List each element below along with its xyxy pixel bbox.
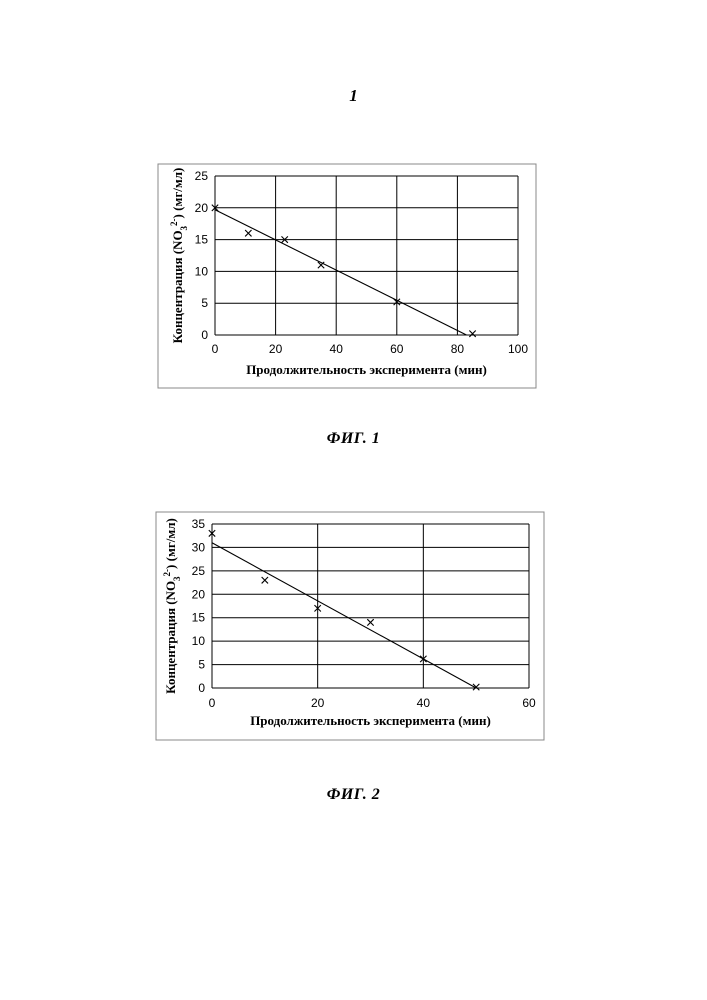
figure-2-caption: ФИГ. 2 — [0, 786, 707, 804]
y-tick-label: 25 — [195, 169, 209, 183]
y-tick-label: 20 — [192, 587, 206, 601]
y-tick-label: 0 — [201, 328, 208, 342]
data-point — [469, 331, 475, 337]
trend-line — [215, 210, 466, 335]
x-tick-label: 60 — [522, 696, 536, 710]
data-point — [245, 230, 251, 236]
chart-2-group: 0 5 10 15 20 25 30 35 0 20 40 60 Продолжительность э… — [156, 512, 544, 740]
y-tick-label: 15 — [192, 611, 206, 625]
y-tick-label: 25 — [192, 564, 206, 578]
y-axis-label: Концентрация (NO32-) (мг/мл) — [162, 518, 182, 694]
y-tick-label: 5 — [198, 658, 205, 672]
y-tick-label: 5 — [201, 296, 208, 310]
data-point — [367, 619, 373, 625]
figure-1-caption: ФИГ. 1 — [0, 430, 707, 448]
y-tick-label: 10 — [192, 634, 206, 648]
x-tick-label: 100 — [508, 342, 528, 356]
x-tick-label: 20 — [311, 696, 325, 710]
y-tick-label: 15 — [195, 233, 209, 247]
data-point — [262, 577, 268, 583]
x-tick-label: 0 — [209, 696, 216, 710]
y-tick-label: 35 — [192, 517, 206, 531]
y-tick-label: 10 — [195, 264, 209, 278]
x-tick-label: 0 — [212, 342, 219, 356]
chart-1-group: 0 5 10 15 20 25 0 20 40 60 80 100 Продолжительность … — [158, 164, 536, 388]
trend-line — [212, 543, 476, 688]
y-tick-label: 30 — [192, 540, 206, 554]
x-tick-label: 20 — [269, 342, 283, 356]
x-tick-label: 40 — [417, 696, 431, 710]
x-axis-label: Продолжительность эксперимента (мин) — [250, 713, 491, 728]
y-axis-label: Концентрация (NO32-) (мг/мл) — [169, 168, 189, 344]
x-tick-label: 40 — [330, 342, 344, 356]
x-axis-label: Продолжительность эксперимента (мин) — [246, 362, 487, 377]
x-tick-label: 60 — [390, 342, 404, 356]
y-tick-label: 20 — [195, 201, 209, 215]
x-tick-label: 80 — [451, 342, 465, 356]
y-tick-label: 0 — [198, 681, 205, 695]
